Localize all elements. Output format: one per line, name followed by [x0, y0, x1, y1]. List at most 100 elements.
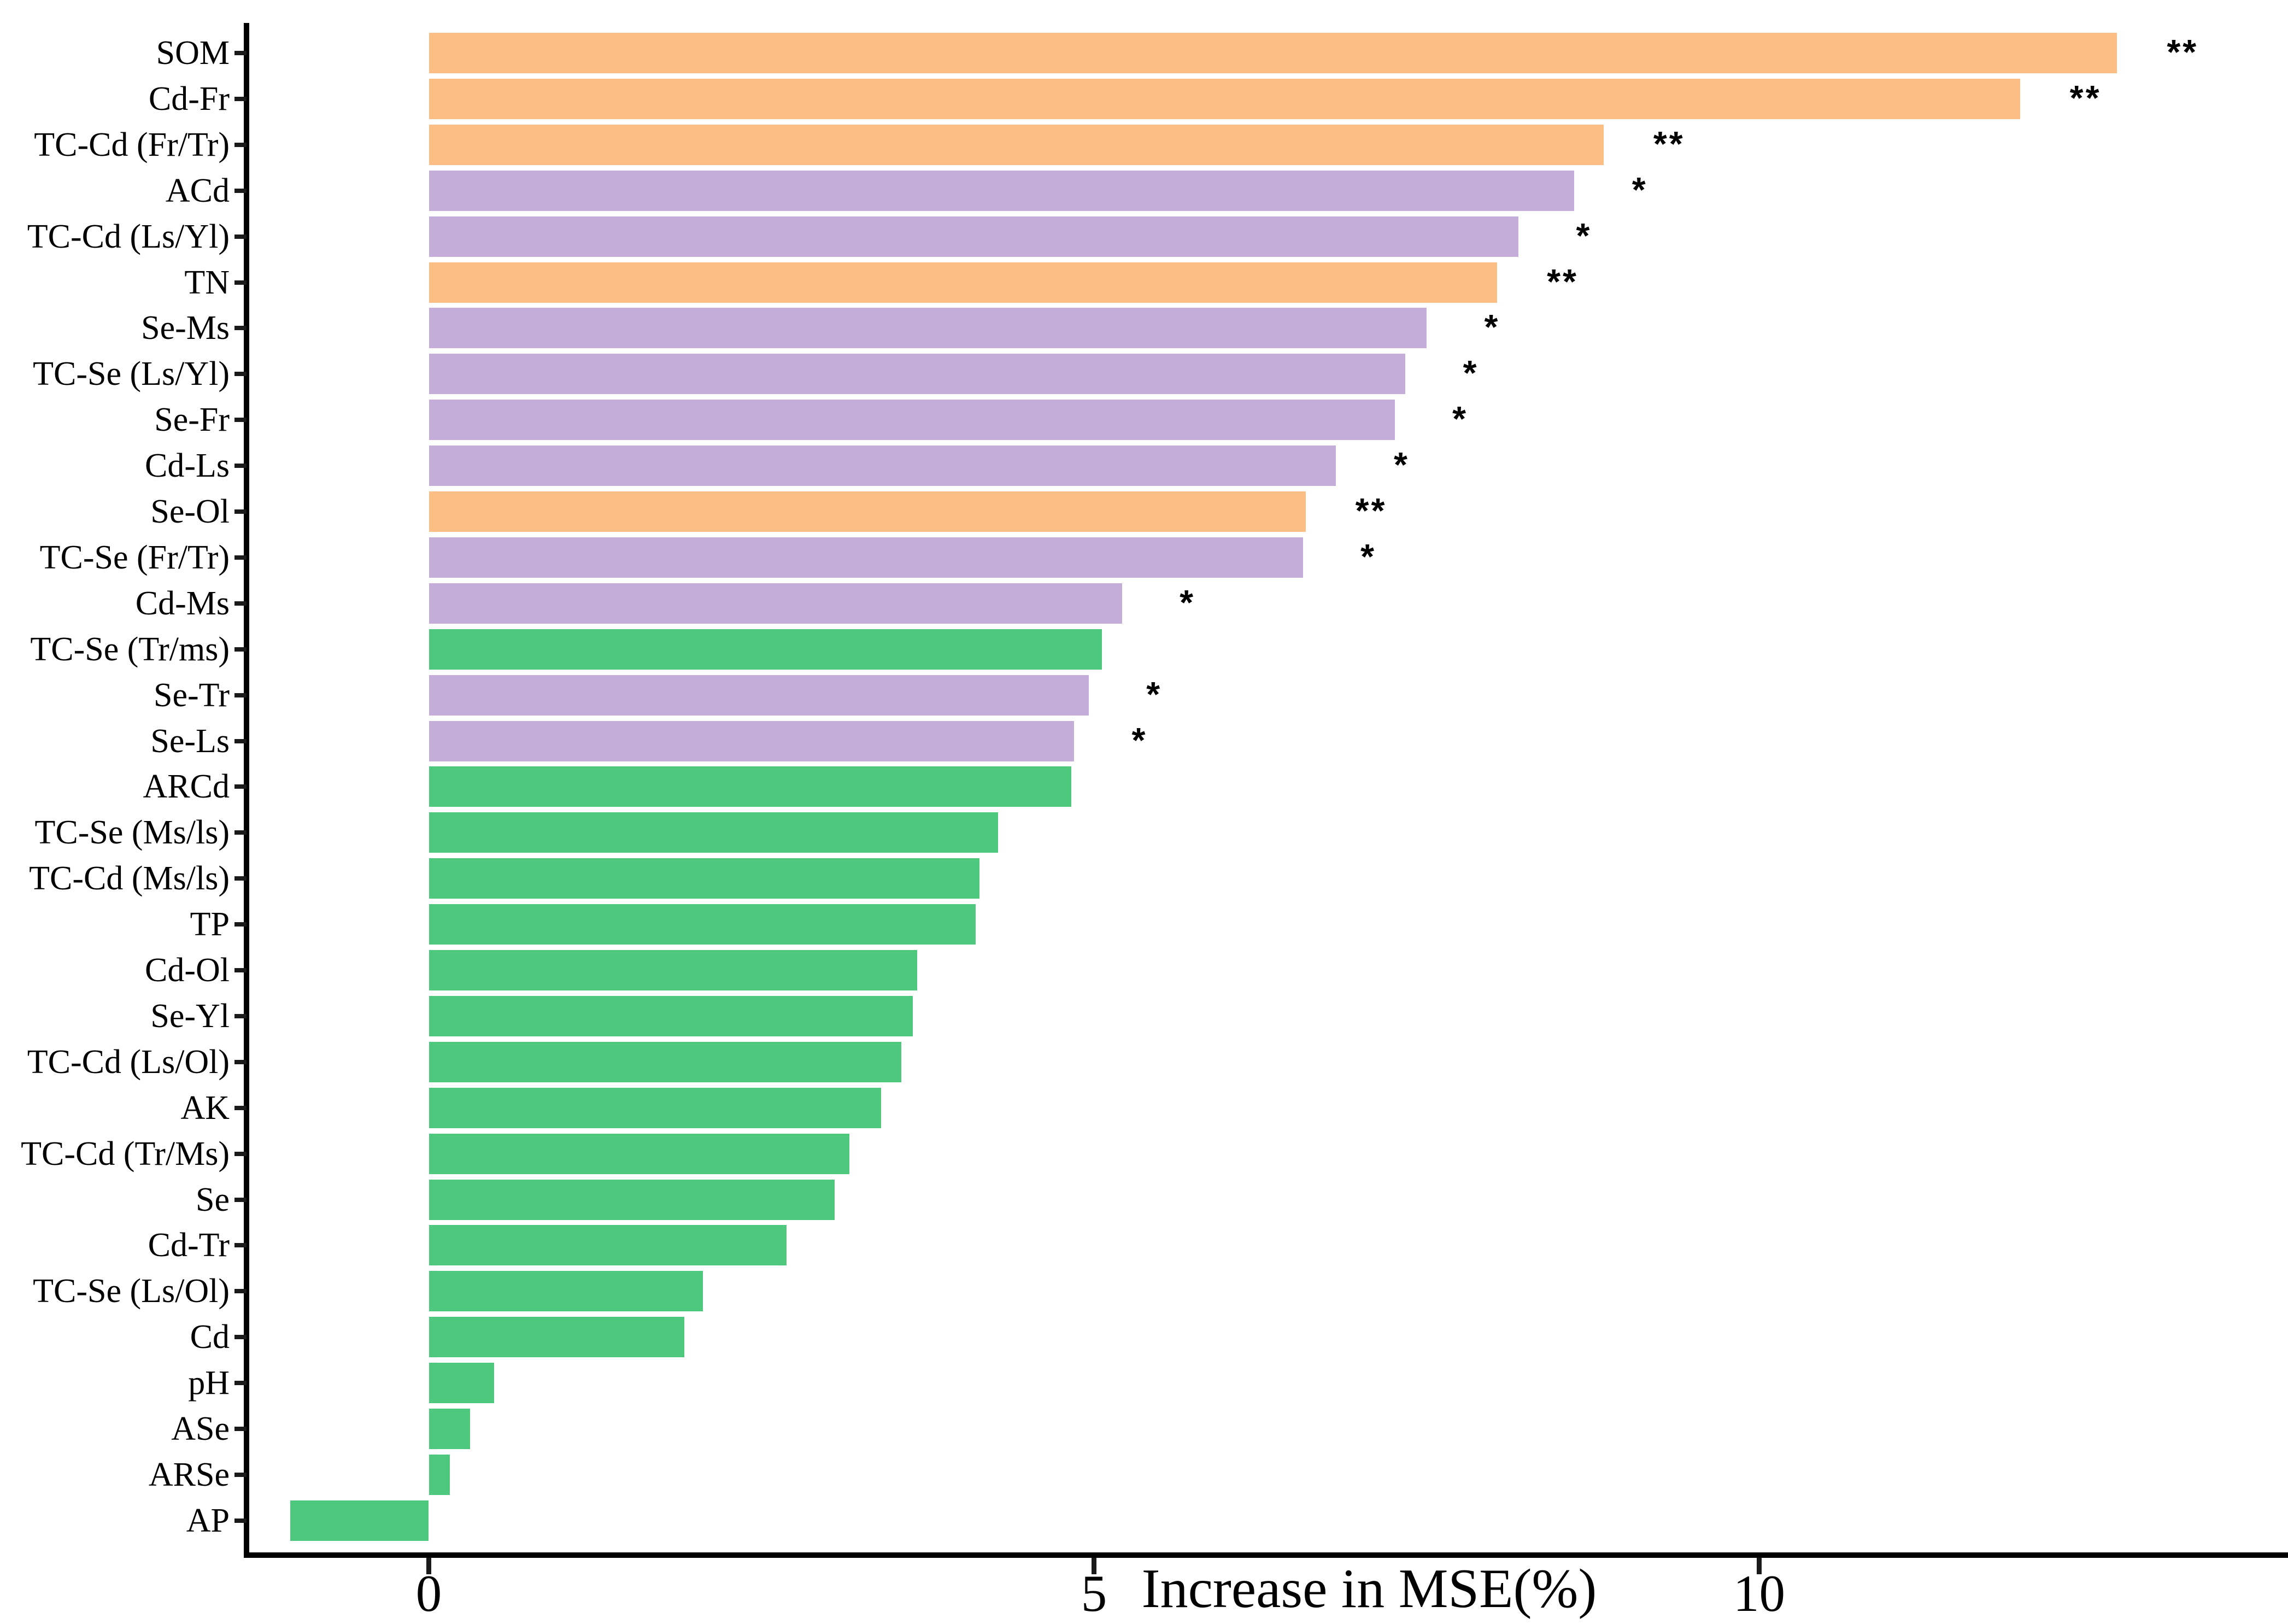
y-axis-label-pH: pH [188, 1364, 230, 1402]
y-tick-mark [234, 830, 247, 835]
bar-ARSe [429, 1454, 450, 1495]
x-tick-mark [426, 1558, 431, 1574]
y-axis-label-TC-Cd (Fr/Tr): TC-Cd (Fr/Tr) [34, 126, 230, 163]
y-tick-mark [234, 188, 247, 193]
y-tick-mark [234, 1151, 247, 1156]
y-tick-mark [234, 1427, 247, 1431]
significance-marker: ** [2167, 32, 2199, 72]
x-tick-mark [1092, 1558, 1096, 1574]
y-axis-label-TP: TP [190, 906, 230, 943]
y-axis-label-Se-Ls: Se-Ls [150, 722, 230, 760]
bar-TC-Cd (Fr/Tr) [429, 124, 1604, 165]
significance-marker: * [1394, 445, 1410, 485]
y-axis-label-Cd-Ol: Cd-Ol [145, 952, 230, 989]
bar-AK [429, 1087, 882, 1128]
y-axis-label-Cd-Fr: Cd-Fr [148, 80, 230, 118]
y-axis-label-ACd: ACd [165, 172, 230, 209]
y-axis-label-AP: AP [186, 1502, 230, 1539]
y-tick-mark [234, 1243, 247, 1248]
y-axis-label-ASe: ASe [171, 1410, 230, 1447]
significance-marker: ** [1653, 124, 1685, 163]
bar-AP [290, 1500, 429, 1541]
y-axis-label-TC-Cd (Ls/Yl): TC-Cd (Ls/Yl) [27, 218, 230, 255]
y-axis-label-ARSe: ARSe [148, 1456, 230, 1493]
bar-Cd-Tr [429, 1225, 787, 1266]
y-axis-label-Se-Fr: Se-Fr [154, 401, 230, 439]
bar-ACd [429, 170, 1575, 211]
bar-TP [429, 904, 976, 945]
y-axis-label-Cd-Tr: Cd-Tr [148, 1227, 230, 1264]
y-tick-mark [234, 968, 247, 972]
bar-TC-Se (Ls/Ol) [429, 1271, 703, 1312]
y-axis-label-Se-Ms: Se-Ms [141, 309, 230, 347]
y-tick-mark [234, 1518, 247, 1523]
significance-marker: ** [1355, 491, 1387, 530]
y-axis-label-TC-Cd (Ls/Ol): TC-Cd (Ls/Ol) [27, 1043, 230, 1081]
significance-marker: * [1463, 353, 1479, 393]
x-axis-title: Increase in MSE(%) [1141, 1558, 1597, 1620]
y-tick-mark [234, 509, 247, 514]
y-tick-mark [234, 738, 247, 743]
y-tick-mark [234, 1289, 247, 1294]
bar-TC-Cd (Ms/ls) [429, 858, 980, 899]
bar-TC-Se (Tr/ms) [429, 629, 1102, 670]
bar-Cd-Ms [429, 583, 1122, 624]
y-tick-mark [234, 693, 247, 697]
y-axis-label-Cd: Cd [190, 1318, 230, 1356]
bar-ASe [429, 1409, 470, 1449]
bar-TC-Cd (Ls/Yl) [429, 216, 1518, 257]
y-tick-mark [234, 1335, 247, 1340]
y-tick-mark [234, 51, 247, 55]
significance-marker: * [1484, 307, 1500, 347]
y-tick-mark [234, 280, 247, 285]
bar-TN [429, 262, 1497, 303]
y-axis-label-Cd-Ls: Cd-Ls [145, 447, 230, 485]
bar-Se-Ol [429, 491, 1306, 532]
significance-marker: * [1632, 169, 1648, 209]
y-tick-mark [234, 555, 247, 560]
bar-TC-Se (Fr/Tr) [429, 537, 1303, 578]
y-tick-mark [234, 876, 247, 881]
y-axis-label-TC-Cd (Tr/Ms): TC-Cd (Tr/Ms) [21, 1135, 230, 1172]
bar-Se-Tr [429, 675, 1089, 716]
x-tick-label-5: 5 [1081, 1564, 1107, 1622]
x-tick-label-0: 0 [415, 1564, 442, 1622]
significance-marker: * [1360, 536, 1377, 576]
y-tick-mark [234, 647, 247, 652]
bar-Se-Yl [429, 995, 913, 1036]
y-axis-label-TN: TN [184, 263, 230, 301]
y-tick-mark [234, 464, 247, 468]
y-tick-mark [234, 784, 247, 789]
bar-pH [429, 1363, 494, 1404]
y-tick-mark [234, 601, 247, 606]
y-axis-label-SOM: SOM [156, 34, 230, 72]
y-axis-label-AK: AK [180, 1089, 230, 1127]
significance-marker: * [1180, 582, 1196, 622]
bar-Cd [429, 1317, 684, 1358]
bar-Cd-Fr [429, 78, 2020, 119]
y-axis-label-Se-Ol: Se-Ol [150, 493, 230, 530]
y-tick-mark [234, 1059, 247, 1064]
y-axis-label-TC-Se (Tr/ms): TC-Se (Tr/ms) [30, 630, 230, 668]
y-axis-label-Cd-Ms: Cd-Ms [135, 584, 230, 622]
y-tick-mark [234, 234, 247, 239]
bar-TC-Cd (Ls/Ol) [429, 1041, 901, 1082]
y-tick-mark [234, 418, 247, 423]
significance-marker: ** [2069, 78, 2102, 118]
x-axis-line [244, 1552, 2288, 1558]
bar-Se [429, 1179, 835, 1220]
bar-Se-Fr [429, 400, 1395, 441]
y-axis-label-Se-Tr: Se-Tr [154, 676, 230, 714]
bar-SOM [429, 33, 2117, 73]
y-tick-mark [234, 372, 247, 377]
significance-marker: * [1576, 215, 1592, 255]
y-axis-label-ARCd: ARCd [143, 768, 230, 806]
y-axis-label-TC-Se (Ls/Ol): TC-Se (Ls/Ol) [33, 1273, 230, 1310]
bar-Cd-Ls [429, 445, 1336, 486]
y-axis-label-TC-Se (Ms/ls): TC-Se (Ms/ls) [34, 814, 230, 852]
bar-Se-Ms [429, 308, 1427, 349]
y-tick-mark [234, 326, 247, 331]
bar-Se-Ls [429, 720, 1074, 761]
significance-marker: * [1452, 399, 1469, 439]
